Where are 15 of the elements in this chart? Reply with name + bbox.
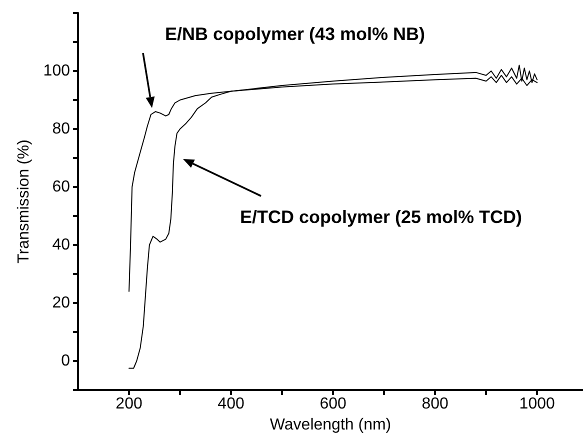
y-axis-title: Transmission (%) xyxy=(16,140,32,264)
y-tick-label: 100 xyxy=(43,62,70,80)
x-tick-label: 800 xyxy=(422,396,449,412)
y-tick-label: 60 xyxy=(52,178,70,196)
x-axis-title: Wavelength (nm) xyxy=(270,416,392,434)
y-tick-label: 80 xyxy=(52,120,70,138)
x-tick-label: 1000 xyxy=(519,396,555,412)
annotation: E/TCD copolymer (25 mol% TCD) xyxy=(240,207,522,227)
x-tick-label: 400 xyxy=(218,396,244,412)
y-tick-label: 40 xyxy=(52,236,70,254)
y-tick-label: 20 xyxy=(52,294,70,312)
x-tick-label: 200 xyxy=(116,396,142,412)
y-tick-label: 0 xyxy=(61,352,70,370)
annotation: E/NB copolymer (43 mol% NB) xyxy=(164,24,426,44)
x-tick-label: 600 xyxy=(320,396,346,412)
